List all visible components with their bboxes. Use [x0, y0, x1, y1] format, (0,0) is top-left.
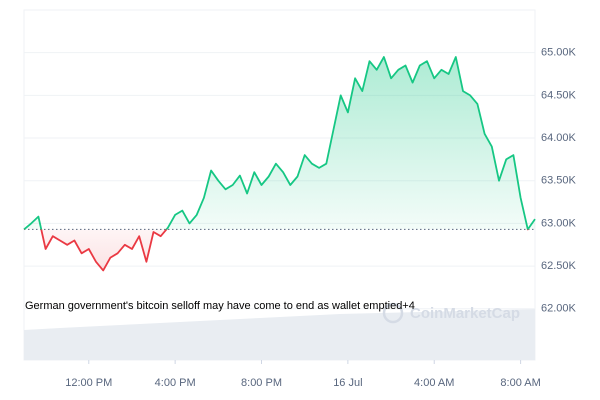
x-tick-label: 4:00 PM	[155, 377, 196, 389]
volume-area	[24, 309, 535, 360]
x-tick-label: 16 Jul	[333, 377, 362, 389]
x-tick-label: 12:00 PM	[65, 377, 112, 389]
plot: 62.00K 62.50K 63.00K 63.50K 64.00K 64.50K 65.0…	[23, 47, 577, 389]
y-tick-label: 62.50K	[541, 260, 577, 272]
y-tick-label: 64.00K	[541, 132, 577, 144]
y-tick-label: 63.50K	[541, 175, 577, 187]
annotation: German government's bitcoin selloff may …	[25, 300, 415, 312]
y-tick-label: 62.00K	[541, 303, 577, 315]
x-tick-label: 8:00 AM	[500, 377, 540, 389]
area	[24, 57, 535, 271]
watermark-logo	[382, 302, 404, 324]
y-tick-label: 64.50K	[541, 89, 577, 101]
x-tick-label: 4:00 AM	[414, 377, 454, 389]
price-line	[23, 56, 536, 272]
y-tick-label: 63.00K	[541, 217, 577, 229]
watermark: CoinMarketCap	[410, 305, 520, 322]
y-tick-label: 65.00K	[541, 47, 577, 59]
x-tick-label: 8:00 PM	[241, 377, 282, 389]
